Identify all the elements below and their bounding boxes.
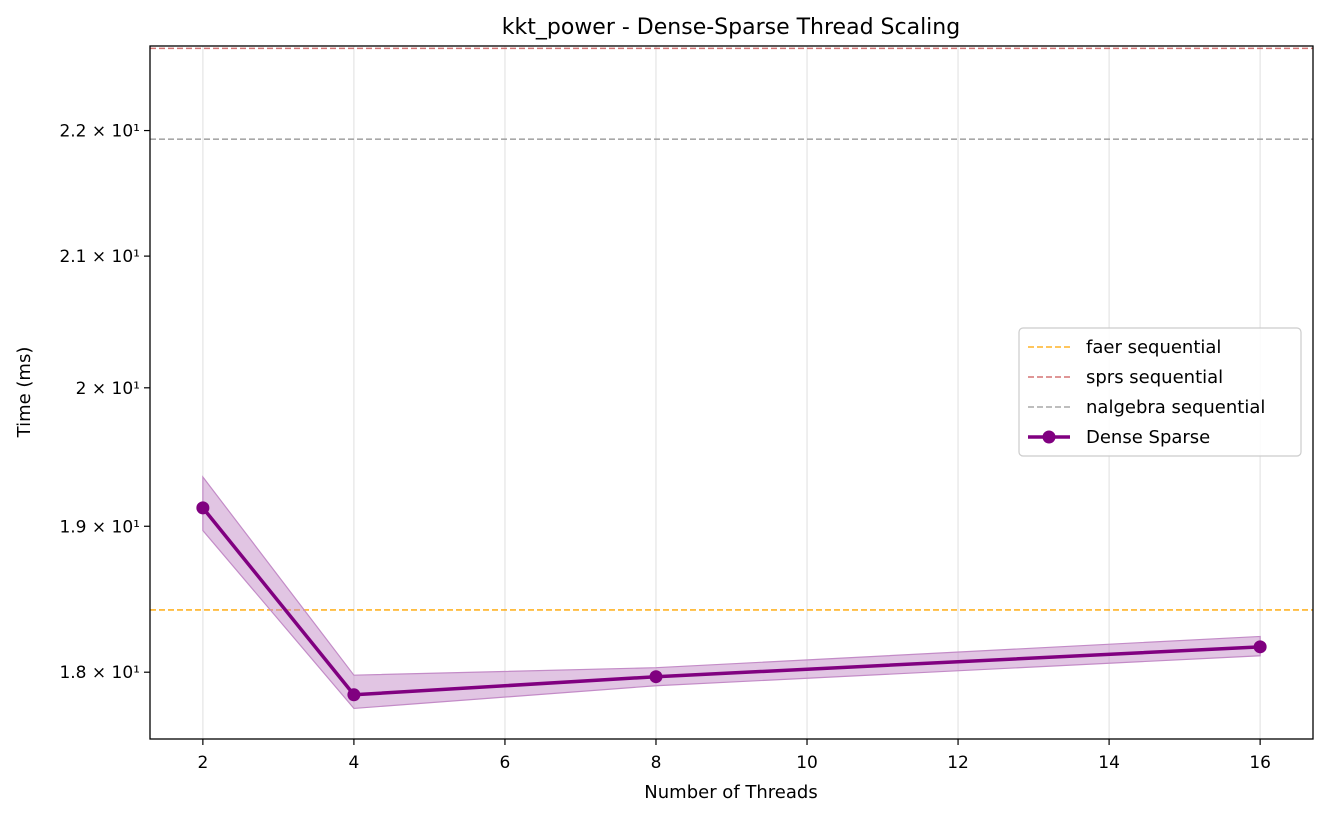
confidence-band: [202, 475, 1261, 710]
series-layer: [196, 475, 1267, 710]
x-tick-label: 8: [651, 753, 662, 773]
x-axis: 2 4 6 8 10 12 14 16: [197, 739, 1271, 773]
x-tick-label: 6: [500, 753, 511, 773]
x-tick-label: 12: [947, 753, 969, 773]
legend-frame: [1018, 327, 1302, 457]
legend-label: sprs sequential: [1086, 367, 1223, 388]
data-point: [649, 670, 663, 684]
y-axis-label: Time (ms): [14, 347, 35, 439]
data-point: [347, 688, 361, 702]
grid: [202, 46, 1261, 739]
legend-marker: [1042, 430, 1056, 444]
y-axis: 1.8 × 10¹ 1.9 × 10¹ 2 × 10¹ 2.1 × 10¹ 2.2 × …: [59, 122, 150, 683]
y-tick-label: 2.1 × 10¹: [59, 247, 140, 267]
y-tick-label: 2 × 10¹: [76, 379, 140, 399]
data-point: [1253, 640, 1267, 654]
x-tick-label: 14: [1098, 753, 1120, 773]
legend-label: faer sequential: [1086, 337, 1221, 358]
y-tick-label: 1.8 × 10¹: [59, 663, 140, 683]
reference-lines: [150, 47, 1313, 611]
legend-label: Dense Sparse: [1086, 427, 1210, 448]
series-line: [201, 506, 1261, 697]
x-tick-label: 16: [1249, 753, 1271, 773]
chart-title: kkt_power - Dense-Sparse Thread Scaling: [502, 15, 960, 40]
x-axis-label: Number of Threads: [644, 782, 817, 803]
plot-frame: [149, 45, 1314, 740]
legend-label: nalgebra sequential: [1086, 397, 1265, 418]
x-tick-label: 10: [796, 753, 818, 773]
data-point: [196, 501, 210, 515]
legend: faer sequential sprs sequential nalgebra s…: [1018, 327, 1302, 457]
x-tick-label: 2: [197, 753, 208, 773]
y-tick-label: 1.9 × 10¹: [59, 517, 140, 537]
y-tick-label: 2.2 × 10¹: [59, 122, 140, 142]
x-tick-label: 4: [348, 753, 359, 773]
